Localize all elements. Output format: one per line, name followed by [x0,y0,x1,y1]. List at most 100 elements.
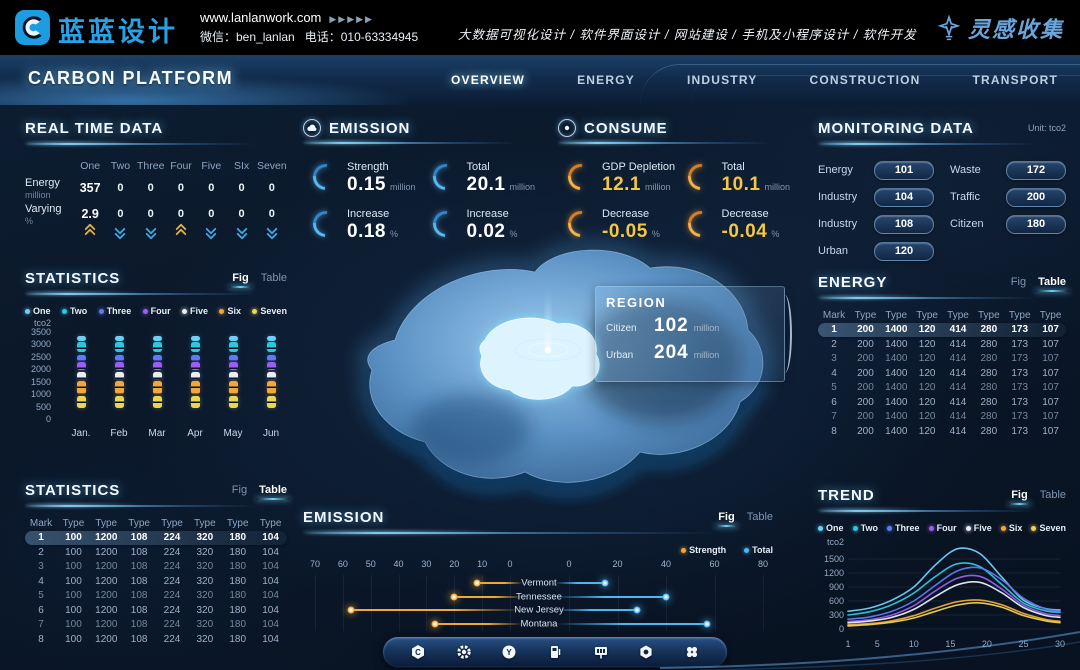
column-header: Type [259,517,282,529]
title-swoosh [818,140,1066,148]
column-header: Seven [256,160,287,172]
table-row[interactable]: 4 200 1400 120 414 280 173 107 [818,366,1066,381]
trend-down-icon [226,223,256,240]
table-row[interactable]: 2 200 1400 120 414 280 173 107 [818,337,1066,352]
fig-tab[interactable]: Fig [1008,489,1031,505]
table-tab[interactable]: Table [746,511,773,523]
legend-item-five[interactable]: Five [965,523,992,533]
nut-icon[interactable] [638,644,655,661]
metric-value-pill: 101 [874,160,934,180]
nav-item-construction[interactable]: CONSTRUCTION [809,73,921,87]
apps-icon[interactable] [684,644,701,661]
nav-item-industry[interactable]: INDUSTRY [686,73,758,87]
legend-item-seven[interactable]: Seven [1031,523,1066,533]
table-tab[interactable]: Table [1039,489,1066,501]
table-cell: 224 [163,546,181,558]
legend-item-two[interactable]: Two [61,306,87,316]
legend-item-seven[interactable]: Seven [252,306,287,316]
axis-tick: 10 [477,559,488,569]
legend-item-six[interactable]: Six [219,306,241,316]
app-title: CARBON PLATFORM [28,68,234,88]
table-cell: 320 [196,546,214,558]
fig-tab[interactable]: Fig [229,272,252,288]
table-row[interactable]: 7 200 1400 120 414 280 173 107 [818,410,1066,425]
table-cell: 5 [831,382,837,394]
billboard-icon[interactable] [592,644,609,661]
table-cell: 107 [1042,382,1059,394]
legend-item-total[interactable]: Total [744,545,773,555]
carbon-icon[interactable]: C [409,644,426,661]
table-cell: 6 [831,396,837,408]
table-row[interactable]: 1 100 1200 108 224 320 180 104 [25,530,287,545]
stat-unit: million [509,182,535,192]
table-cell: 108 [130,561,148,573]
charging-icon[interactable] [546,644,563,661]
table-cell: 1200 [95,619,118,631]
legend-item-three[interactable]: Three [887,523,920,533]
nav-item-transport[interactable]: TRANSPORT [972,73,1058,87]
table-cell: 1 [831,324,837,336]
lanlan-logo-icon [15,10,50,45]
stat-value: 0.18 [347,221,386,242]
legend-dot [142,308,148,314]
fig-tab[interactable]: Fig [715,511,738,527]
gear-icon[interactable] [455,644,472,661]
fig-table-toggle: Fig Table [1010,276,1069,292]
legend-label: Six [227,306,241,316]
table-cell: 224 [163,561,181,573]
table-tab[interactable]: Table [260,272,287,284]
legend-item-one[interactable]: One [25,306,51,316]
table-row[interactable]: 6 200 1400 120 414 280 173 107 [818,395,1066,410]
monitoring-row: Traffic 200 [950,187,1066,207]
table-row[interactable]: 7 100 1200 108 224 320 180 104 [25,618,287,633]
table-header-row: Mark Type Type Type Type Type Type Type [25,516,287,531]
stat-label: Decrease [721,208,769,220]
legend-item-one[interactable]: One [818,523,844,533]
panel-title: ENERGY [818,273,888,291]
website-link[interactable]: www.lanlanwork.com ▶▶▶▶▶ [200,10,374,25]
title-swoosh [303,139,546,147]
chart-segment [228,342,238,353]
legend-item-strength[interactable]: Strength [681,545,726,555]
x-axis-label: Mar [148,428,166,439]
table-cell: 3 [831,353,837,365]
stat-unit: % [509,229,518,239]
chart-segment [152,395,162,409]
carbon-map[interactable] [300,220,790,510]
legend-item-six[interactable]: Six [1000,523,1022,533]
legend-item-two[interactable]: Two [852,523,878,533]
table-row[interactable]: 1 200 1400 120 414 280 173 107 [818,322,1066,337]
fig-tab[interactable]: Fig [231,484,248,496]
energy-icon[interactable]: Y [501,644,518,661]
table-tab[interactable]: Table [256,484,290,500]
legend-item-five[interactable]: Five [182,306,208,316]
metric-label: Energy [818,164,853,176]
table-row[interactable]: 4 100 1200 108 224 320 180 104 [25,574,287,589]
legend-dot [965,525,971,531]
table-row[interactable]: 3 100 1200 108 224 320 180 104 [25,560,287,575]
table-cell: 108 [130,575,148,587]
legend-item-three[interactable]: Three [98,306,131,316]
table-row[interactable]: 8 200 1400 120 414 280 173 107 [818,424,1066,439]
table-row[interactable]: 6 100 1200 108 224 320 180 104 [25,603,287,618]
table-row[interactable]: 2 100 1200 108 224 320 180 104 [25,545,287,560]
table-tab[interactable]: Table [1035,276,1069,292]
nav-item-energy[interactable]: ENERGY [577,73,635,87]
legend-item-four[interactable]: Four [142,306,171,316]
legend-dot [98,308,104,314]
table-row[interactable]: 5 200 1400 120 414 280 173 107 [818,381,1066,396]
table-row[interactable]: 5 100 1200 108 224 320 180 104 [25,589,287,604]
inspiration-collect[interactable]: 灵感收集 [936,12,1064,44]
arc-icon [682,205,719,243]
table-cell: 107 [1042,324,1059,336]
table-row[interactable]: 3 200 1400 120 414 280 173 107 [818,352,1066,367]
nav-item-overview[interactable]: OVERVIEW [451,73,526,87]
map-dark-region [578,298,742,422]
legend-item-four[interactable]: Four [928,523,957,533]
fig-tab[interactable]: Fig [1010,276,1027,288]
panel-title: TREND [818,486,875,504]
cell-value: 0 [208,208,215,220]
map-region-highlight[interactable] [479,317,600,400]
column-header: Type [1008,309,1031,321]
table-row[interactable]: 8 100 1200 108 224 320 180 104 [25,632,287,647]
